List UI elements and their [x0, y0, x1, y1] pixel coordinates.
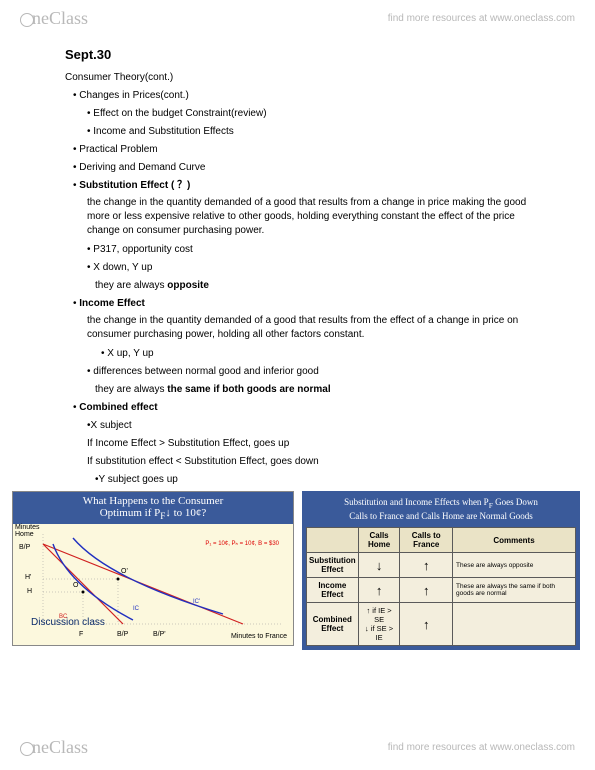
same-bold: the same if both goods are normal	[167, 384, 330, 395]
th-comments: Comments	[453, 528, 576, 553]
y-tick-h: H	[27, 588, 32, 595]
x-tick-bpp: B/P'	[153, 631, 166, 638]
table-row: CombinedEffect ↑ if IE > SE ↓ if SE > IE…	[307, 603, 576, 646]
bullet-normal-inferior: differences between normal good and infe…	[65, 364, 530, 379]
right-chart-title: Substitution and Income Effects when PF …	[306, 495, 576, 527]
table-row: SubstitutionEffect ↓ ↑ These are always …	[307, 553, 576, 578]
y-axis-label: Minutes Home	[15, 524, 40, 538]
brand-logo: neClass	[20, 8, 88, 29]
line-same: they are always the same if both goods a…	[65, 382, 530, 397]
page-title: Sept.30	[65, 47, 530, 62]
line-se-lt-se: If substitution effect < Substitution Ef…	[65, 454, 530, 469]
find-more-text: find more resources at www.oneclass.com	[388, 13, 575, 24]
effects-table: Calls Home Calls to France Comments Subs…	[306, 527, 576, 646]
income-paragraph: the change in the quantity demanded of a…	[65, 314, 530, 342]
row-inc-comment: These are always the same if both goods …	[453, 578, 576, 603]
substitution-paragraph: the change in the quantity demanded of a…	[65, 196, 530, 238]
bullet-income-effect: Income Effect	[65, 296, 530, 311]
bullet-xup: X up, Y up	[65, 346, 530, 361]
logo-text: neClass	[32, 8, 88, 28]
row-inc-label: IncomeEffect	[307, 578, 359, 603]
consumer-optimum-chart: What Happens to the Consumer Optimum if …	[12, 491, 294, 646]
icp-label: IC'	[193, 599, 200, 605]
bullet-substitution-effect: Substitution Effect ( ？)	[65, 178, 530, 193]
bullet-budget-constraint: Effect on the budget Constraint(review)	[65, 106, 530, 121]
page-header: neClass find more resources at www.onecl…	[0, 0, 595, 37]
bullet-deriving: Deriving and Demand Curve	[65, 160, 530, 175]
table-header-row: Calls Home Calls to France Comments	[307, 528, 576, 553]
th-calls-france: Calls to France	[400, 528, 453, 553]
bullet-xdown: X down, Y up	[65, 260, 530, 275]
point-op: O'	[121, 568, 128, 575]
y-tick-bp: B/P	[19, 544, 30, 551]
row-inc-france: ↑	[400, 578, 453, 603]
row-sub-comment: These are always opposite	[453, 553, 576, 578]
x-tick-bp: B/P	[117, 631, 128, 638]
row-comb-label: CombinedEffect	[307, 603, 359, 646]
discussion-class-text: Discussion class	[31, 617, 105, 628]
row-sub-home: ↓	[358, 553, 400, 578]
y-tick-hp: H'	[25, 574, 31, 581]
ic-label: IC	[133, 606, 139, 612]
bullet-changes-prices: Changes in Prices(cont.)	[65, 88, 530, 103]
substitution-label: Substitution Effect	[79, 180, 168, 191]
line-ysubject: •Y subject goes up	[65, 472, 530, 487]
left-chart-plot: Minutes Home B/P H' H O O' IC IC' BC P₁ …	[13, 524, 293, 642]
table-row: IncomeEffect ↑ ↑ These are always the sa…	[307, 578, 576, 603]
row-sub-france: ↑	[400, 553, 453, 578]
line-opposite: they are always opposite	[65, 278, 530, 293]
equation-label: P₁ = 10¢, Pₕ = 10¢, B = $30	[205, 540, 279, 547]
x-tick-f: F	[79, 631, 83, 638]
charts-row: What Happens to the Consumer Optimum if …	[0, 491, 595, 650]
bullet-p317: P317, opportunity cost	[65, 242, 530, 257]
subtitle: Consumer Theory(cont.)	[65, 70, 530, 85]
bullet-practical: Practical Problem	[65, 142, 530, 157]
combined-label: Combined effect	[79, 402, 157, 413]
find-more-footer: find more resources at www.oneclass.com	[388, 742, 575, 753]
logo-text-footer: neClass	[32, 737, 88, 757]
row-comb-france: ↑	[400, 603, 453, 646]
th-calls-home: Calls Home	[358, 528, 400, 553]
left-chart-title: What Happens to the Consumer Optimum if …	[13, 492, 293, 524]
substitution-qm: ( ？)	[168, 180, 190, 191]
bullet-income-sub: Income and Substitution Effects	[65, 124, 530, 139]
row-comb-comment	[453, 603, 576, 646]
row-comb-home: ↑ if IE > SE ↓ if SE > IE	[358, 603, 400, 646]
opposite-bold: opposite	[167, 280, 209, 291]
line-ie-gt-se: If Income Effect > Substitution Effect, …	[65, 436, 530, 451]
row-sub-label: SubstitutionEffect	[307, 553, 359, 578]
page-footer: neClass find more resources at www.onecl…	[0, 729, 595, 766]
x-axis-label: Minutes to France	[231, 633, 287, 640]
effects-table-panel: Substitution and Income Effects when PF …	[302, 491, 580, 650]
point-o: O	[73, 582, 78, 589]
document-body: Sept.30 Consumer Theory(cont.) Changes i…	[0, 37, 595, 487]
income-label: Income Effect	[79, 298, 145, 309]
row-inc-home: ↑	[358, 578, 400, 603]
line-xsubject: •X subject	[65, 418, 530, 433]
bullet-combined: Combined effect	[65, 400, 530, 415]
brand-logo-footer: neClass	[20, 737, 88, 758]
th-blank	[307, 528, 359, 553]
